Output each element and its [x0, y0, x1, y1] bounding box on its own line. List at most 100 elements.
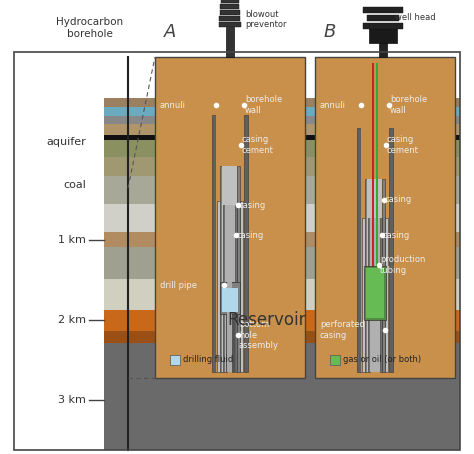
- Bar: [104, 247, 460, 279]
- Bar: [364, 266, 386, 320]
- Bar: [14, 247, 104, 279]
- Bar: [220, 10, 240, 15]
- Text: casing
cement: casing cement: [242, 135, 274, 155]
- Bar: [14, 98, 104, 107]
- Text: borehole
wall: borehole wall: [390, 95, 427, 115]
- Bar: [219, 16, 240, 21]
- Bar: [104, 158, 460, 176]
- Bar: [219, 22, 241, 27]
- Bar: [244, 115, 248, 371]
- Text: annuli: annuli: [320, 100, 346, 109]
- Bar: [380, 217, 382, 371]
- Bar: [14, 176, 104, 204]
- Bar: [104, 331, 460, 343]
- Bar: [222, 288, 238, 312]
- Bar: [225, 205, 235, 371]
- Bar: [228, 281, 233, 371]
- Bar: [104, 116, 460, 123]
- Text: casing: casing: [383, 231, 410, 240]
- Bar: [104, 310, 460, 331]
- Text: casing
cement: casing cement: [387, 135, 419, 155]
- Bar: [221, 0, 239, 3]
- Text: borehole
wall: borehole wall: [245, 95, 282, 115]
- Bar: [315, 57, 455, 378]
- Bar: [14, 158, 104, 176]
- Bar: [367, 179, 383, 371]
- Bar: [367, 15, 399, 21]
- Bar: [362, 217, 365, 371]
- Text: casing: casing: [385, 196, 412, 204]
- Bar: [14, 204, 104, 232]
- Text: casing: casing: [237, 231, 264, 240]
- Bar: [14, 331, 104, 343]
- Bar: [104, 107, 460, 116]
- Bar: [357, 128, 361, 371]
- Bar: [363, 7, 403, 13]
- Bar: [365, 179, 367, 371]
- Bar: [235, 205, 237, 371]
- Bar: [104, 232, 460, 247]
- Text: coal: coal: [63, 180, 86, 190]
- Text: Reservoir: Reservoir: [228, 311, 306, 329]
- Bar: [226, 27, 234, 57]
- Bar: [368, 217, 370, 371]
- Text: A: A: [164, 23, 176, 41]
- Bar: [170, 355, 180, 365]
- Bar: [104, 343, 460, 450]
- Bar: [104, 204, 460, 232]
- Bar: [14, 135, 104, 140]
- Bar: [376, 64, 378, 307]
- Bar: [220, 4, 239, 9]
- Bar: [104, 140, 460, 158]
- Text: aquifer: aquifer: [46, 137, 86, 147]
- Bar: [14, 107, 104, 116]
- Bar: [155, 57, 305, 378]
- Bar: [366, 268, 384, 318]
- Bar: [370, 217, 380, 371]
- Bar: [389, 128, 393, 371]
- Text: 3 km: 3 km: [58, 395, 86, 405]
- Text: annuli: annuli: [160, 100, 186, 109]
- Text: well head: well head: [395, 14, 436, 23]
- Bar: [383, 179, 385, 371]
- Text: casing: casing: [239, 201, 266, 209]
- Bar: [330, 355, 340, 365]
- Bar: [363, 23, 403, 29]
- Bar: [104, 98, 460, 107]
- Bar: [104, 279, 460, 310]
- Text: blowout
preventor: blowout preventor: [245, 10, 286, 30]
- Bar: [240, 202, 243, 371]
- Text: 2 km: 2 km: [58, 315, 86, 325]
- Bar: [223, 205, 225, 371]
- Bar: [212, 115, 216, 371]
- Bar: [233, 281, 234, 371]
- Bar: [237, 166, 240, 371]
- Bar: [14, 279, 104, 310]
- Bar: [220, 202, 240, 371]
- Bar: [385, 217, 388, 371]
- Bar: [14, 232, 104, 247]
- Bar: [14, 52, 460, 450]
- Bar: [361, 128, 389, 371]
- Bar: [226, 281, 228, 371]
- Bar: [220, 281, 240, 314]
- Bar: [14, 140, 104, 158]
- Bar: [14, 52, 104, 450]
- Bar: [14, 343, 104, 450]
- Text: Hydrocarbon
borehole: Hydrocarbon borehole: [56, 17, 124, 39]
- Text: gas or oil (or both): gas or oil (or both): [343, 355, 421, 365]
- Bar: [104, 135, 460, 140]
- Bar: [104, 176, 460, 204]
- Bar: [365, 217, 385, 371]
- Bar: [222, 166, 237, 371]
- Bar: [14, 123, 104, 135]
- Bar: [14, 116, 104, 123]
- Text: perforated
casing: perforated casing: [320, 321, 365, 340]
- Bar: [104, 123, 460, 135]
- Bar: [369, 23, 397, 43]
- Bar: [216, 115, 244, 371]
- Bar: [14, 310, 104, 331]
- Text: 1 km: 1 km: [58, 235, 86, 245]
- Bar: [217, 202, 220, 371]
- Text: drilling fluid: drilling fluid: [183, 355, 233, 365]
